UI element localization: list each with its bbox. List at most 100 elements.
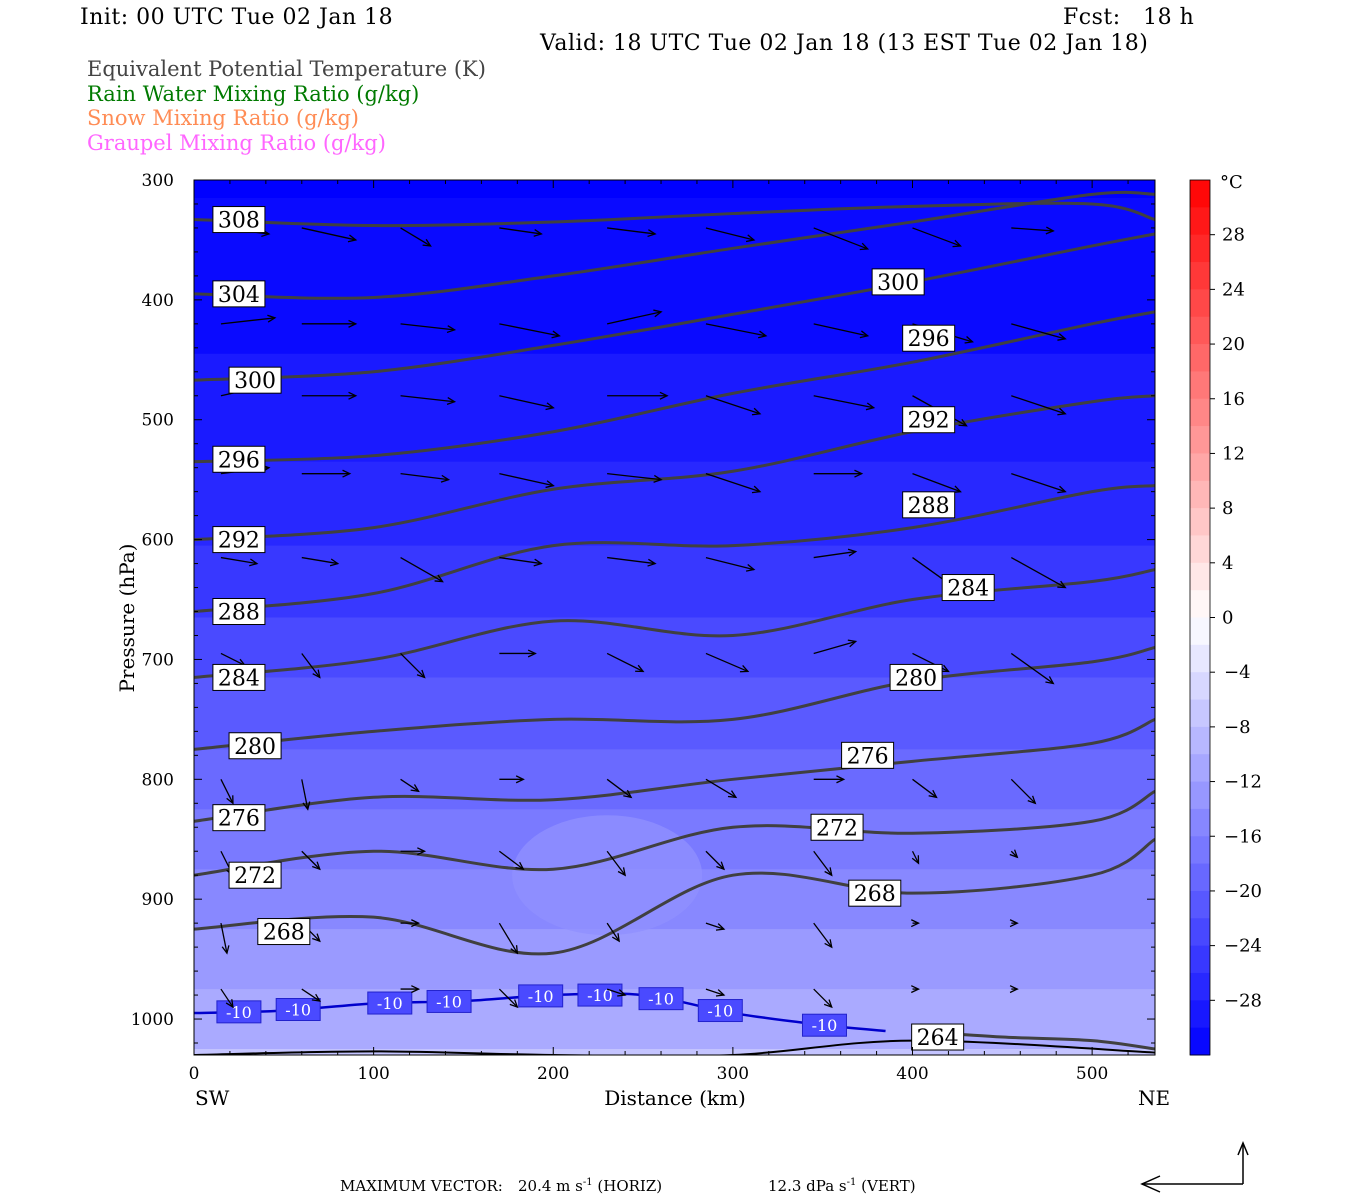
wind-vector-head <box>865 402 876 411</box>
wind-vector-head <box>952 485 962 493</box>
wind-vector <box>400 227 431 247</box>
wind-vector-head <box>226 795 234 805</box>
temp-band <box>194 677 1155 751</box>
wind-vector-head <box>515 861 525 871</box>
wind-vector-head <box>751 485 762 494</box>
wind-vector-head <box>910 919 921 928</box>
wind-vector <box>912 778 937 798</box>
legend-snow: Snow Mixing Ratio (g/kg) <box>87 106 359 130</box>
x-tick-label: 100 <box>357 1064 389 1084</box>
colorbar-step <box>1190 262 1210 290</box>
contour-label: 276 <box>218 807 260 832</box>
isotherm-label-box <box>367 991 413 1015</box>
contour-label: 268 <box>263 921 305 946</box>
y-axis-label: Pressure (hPa) <box>115 544 139 693</box>
wind-vector-head <box>617 989 627 997</box>
theta-e-300 <box>194 232 1155 382</box>
wind-vector-head <box>739 665 750 673</box>
wind-vector <box>1011 323 1066 340</box>
legend-theta-e: Equivalent Potential Temperature (K) <box>87 57 486 81</box>
temperature-fill <box>194 180 1155 1055</box>
colorbar-step <box>1190 972 1210 1001</box>
colorbar-step <box>1190 644 1210 673</box>
temp-band <box>194 545 1155 619</box>
colorbar-tick-label: −24 <box>1224 936 1262 957</box>
wind-vector-head <box>623 789 633 799</box>
contour-label-box <box>902 406 956 434</box>
isotherm-label-box <box>801 1013 847 1037</box>
wind-vector-head <box>659 391 669 400</box>
contour-label: 272 <box>816 816 858 841</box>
contour-label: 292 <box>908 409 950 434</box>
contour-label: 304 <box>218 283 260 308</box>
isotherm-label-box <box>426 989 472 1013</box>
contour-label-box <box>871 268 925 296</box>
contour-label: 288 <box>908 494 950 519</box>
temp-band <box>194 180 1155 199</box>
colorbar-step <box>1190 808 1210 837</box>
wind-vector-head <box>312 861 321 871</box>
wind-vector <box>499 323 560 337</box>
wind-vector-head <box>1057 580 1067 589</box>
wind-vector <box>912 473 961 493</box>
wind-vector <box>1011 473 1066 493</box>
wind-vector-head <box>509 999 519 1009</box>
colorbar-step <box>1190 918 1210 947</box>
wind-vector-head <box>348 391 358 400</box>
contour-label: 284 <box>218 666 260 691</box>
wind-vector <box>220 652 246 667</box>
colorbar-step <box>1190 316 1210 345</box>
contour-label: 288 <box>218 601 260 626</box>
wind-vector <box>606 850 626 876</box>
wind-vector-head <box>647 229 657 238</box>
y-tick-label: 700 <box>142 650 174 670</box>
contour-label-box <box>810 813 864 841</box>
contour-label-box <box>257 918 311 946</box>
colorbar-step <box>1190 207 1210 236</box>
contour-label-box <box>212 598 266 626</box>
theta-e-268 <box>194 837 1155 956</box>
colorbar: °C 28 24 20 16 12 8 4 0 −4 −8 −12 −16 −20 −24 −28 <box>1189 172 1262 1056</box>
footer-horiz: 20.4 m s-1 (HORIZ) <box>518 1177 663 1195</box>
wind-vector-head <box>527 649 537 658</box>
cold-pocket <box>512 815 703 936</box>
wind-vector-head <box>745 563 756 572</box>
contour-label-box <box>911 1023 965 1051</box>
wind-vector-head <box>312 933 321 943</box>
right-end-label: NE <box>1138 1086 1170 1110</box>
wind-vector-head <box>854 469 864 478</box>
colorbar-step <box>1190 234 1210 263</box>
contour-label: 296 <box>218 448 260 473</box>
y-tick-label: 800 <box>142 770 174 790</box>
contour-label-box <box>228 732 282 760</box>
contour-label-box <box>212 445 266 473</box>
wind-vector <box>705 323 767 337</box>
contour-label-box <box>212 206 266 234</box>
legend-graupel: Graupel Mixing Ratio (g/kg) <box>87 131 386 155</box>
colorbar-step <box>1190 180 1210 208</box>
wind-vector-head <box>221 945 230 955</box>
wind-vector <box>499 227 542 235</box>
contour-label: 284 <box>947 577 989 602</box>
x-tick-label: 0 <box>189 1064 200 1084</box>
theta-e-272 <box>194 789 1155 877</box>
isotherm-label: -10 <box>707 1002 733 1021</box>
wind-vector <box>301 850 321 870</box>
theta-e-296 <box>194 310 1155 464</box>
wind-vector-head <box>847 548 858 557</box>
contour-label: 280 <box>234 735 276 760</box>
colorbar-step <box>1190 863 1210 892</box>
wind-vector-head <box>958 418 968 427</box>
wind-vector <box>400 395 455 403</box>
colorbar-step <box>1190 1000 1210 1029</box>
wind-vector-head <box>249 558 259 567</box>
wind-vector <box>705 556 755 571</box>
colorbar-unit: °C <box>1220 172 1243 193</box>
y-tick-label: 500 <box>142 411 174 431</box>
wind-vector <box>912 227 961 247</box>
colorbar-step <box>1190 535 1210 564</box>
colorbar-step <box>1190 289 1210 318</box>
isotherm-label: -10 <box>587 986 613 1005</box>
isotherm-label: -10 <box>226 1003 252 1022</box>
wind-vector-head <box>411 919 421 928</box>
